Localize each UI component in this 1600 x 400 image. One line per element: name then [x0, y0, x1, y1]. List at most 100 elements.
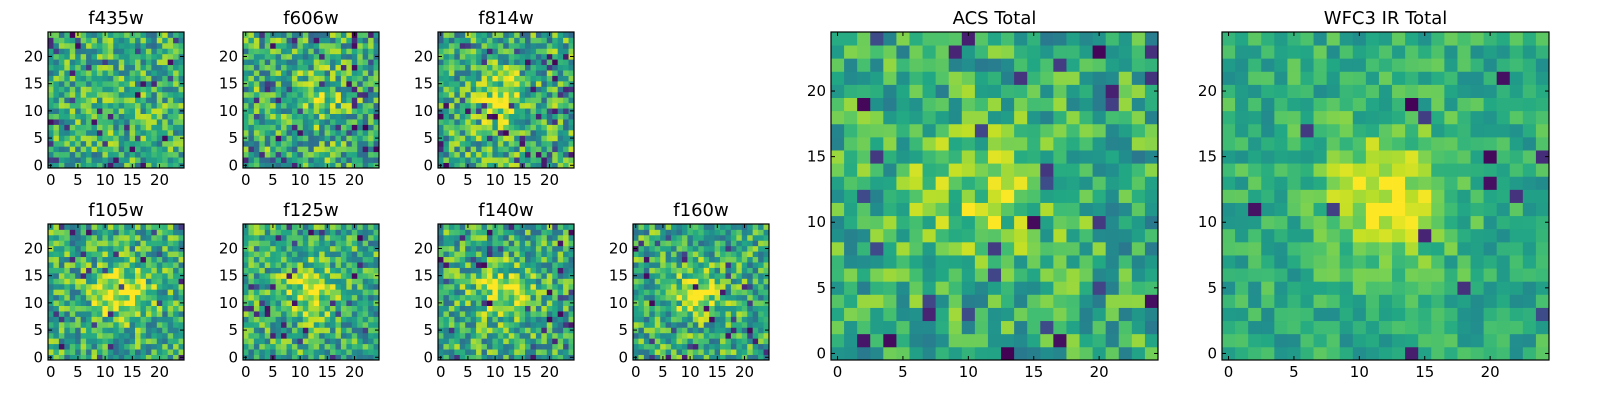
- heatmap-cell: [481, 75, 488, 82]
- heatmap-cell: [330, 262, 336, 268]
- heatmap-cell: [709, 349, 715, 355]
- heatmap-cell: [831, 294, 845, 308]
- heatmap-cell: [535, 108, 542, 114]
- heatmap-cell: [557, 59, 564, 66]
- x-tick-label: 15: [513, 171, 532, 189]
- heatmap-cell: [102, 124, 109, 131]
- heatmap-cell: [330, 300, 336, 306]
- heatmap-cell: [270, 157, 277, 163]
- heatmap-cell: [178, 349, 185, 355]
- heatmap-cell: [302, 80, 309, 87]
- heatmap-cell: [308, 262, 315, 268]
- heatmap-cell: [1092, 346, 1107, 361]
- heatmap-cell: [443, 86, 450, 93]
- heatmap-cell: [687, 343, 694, 350]
- heatmap-cell: [654, 343, 661, 350]
- heatmap-cell: [335, 316, 342, 323]
- heatmap-cell: [145, 349, 152, 355]
- heatmap-cell: [162, 256, 169, 263]
- heatmap-cell: [714, 289, 721, 296]
- heatmap-cell: [514, 300, 520, 306]
- heatmap-cell: [357, 140, 364, 147]
- heatmap-cell: [248, 300, 255, 306]
- heatmap-cell: [454, 151, 461, 158]
- heatmap-cell: [275, 354, 282, 361]
- heatmap-cell: [64, 278, 71, 285]
- heatmap-cell: [633, 234, 639, 241]
- heatmap-cell: [1040, 215, 1054, 230]
- heatmap-cell: [481, 283, 488, 290]
- heatmap-cell: [96, 151, 103, 158]
- heatmap-cell: [508, 321, 515, 328]
- heatmap-cell: [368, 32, 374, 38]
- heatmap-cell: [69, 37, 76, 44]
- heatmap-cell: [330, 37, 336, 44]
- heatmap-cell: [264, 332, 271, 339]
- heatmap-cell: [476, 294, 482, 301]
- heatmap-cell: [319, 102, 325, 109]
- heatmap-cell: [535, 151, 542, 158]
- heatmap-cell: [676, 262, 683, 268]
- heatmap-cell: [476, 300, 482, 306]
- heatmap-cell: [563, 256, 569, 263]
- heatmap-cell: [681, 251, 688, 258]
- heatmap-cell: [275, 108, 282, 114]
- heatmap-cell: [135, 157, 141, 163]
- heatmap-cell: [470, 267, 477, 274]
- heatmap-cell: [297, 59, 304, 66]
- heatmap-cell: [86, 354, 92, 361]
- heatmap-cell: [922, 281, 937, 295]
- heatmap-cell: [687, 300, 694, 306]
- heatmap-cell: [135, 70, 141, 76]
- heatmap-cell: [514, 283, 520, 290]
- heatmap-cell: [248, 42, 255, 49]
- heatmap-cell: [64, 119, 71, 125]
- heatmap-cell: [53, 37, 60, 44]
- heatmap-cell: [508, 162, 515, 169]
- heatmap-cell: [758, 305, 764, 312]
- heatmap-cell: [692, 245, 699, 252]
- heatmap-cell: [75, 64, 82, 71]
- heatmap-cell: [156, 229, 163, 236]
- heatmap-cell: [373, 278, 380, 285]
- heatmap-cell: [346, 349, 353, 355]
- heatmap-cell: [178, 157, 185, 163]
- heatmap-cell: [58, 135, 65, 142]
- heatmap-cell: [91, 140, 98, 147]
- heatmap-cell: [974, 189, 989, 203]
- heatmap-cell: [248, 64, 255, 71]
- heatmap-cell: [80, 48, 87, 55]
- heatmap-cell: [243, 316, 249, 323]
- heatmap-cell: [286, 64, 293, 71]
- heatmap-cell: [519, 338, 526, 345]
- heatmap-cell: [503, 316, 510, 323]
- heatmap-cell: [519, 240, 526, 247]
- heatmap-cell: [357, 272, 364, 279]
- heatmap-cell: [124, 64, 130, 71]
- heatmap-cell: [974, 228, 989, 243]
- heatmap-cell: [465, 42, 472, 49]
- heatmap-cell: [633, 332, 639, 339]
- heatmap-cell: [481, 129, 488, 136]
- heatmap-cell: [167, 97, 174, 104]
- heatmap-cell: [709, 262, 715, 268]
- heatmap-cell: [725, 240, 732, 247]
- heatmap-cell: [145, 113, 152, 120]
- heatmap-cell: [660, 256, 667, 263]
- heatmap-cell: [156, 251, 163, 258]
- heatmap-cell: [80, 349, 87, 355]
- heatmap-cell: [922, 163, 937, 177]
- heatmap-cell: [270, 240, 277, 247]
- heatmap-cell: [357, 64, 364, 71]
- heatmap-cell: [291, 321, 298, 328]
- heatmap-cell: [720, 272, 726, 279]
- heatmap-cell: [1131, 307, 1146, 322]
- heatmap-cell: [156, 278, 163, 285]
- heatmap-cell: [340, 48, 347, 55]
- heatmap-cell: [438, 289, 444, 296]
- y-tick-label: 10: [414, 102, 433, 120]
- heatmap-cell: [330, 135, 336, 142]
- heatmap-cell: [1118, 281, 1133, 295]
- heatmap-cell: [96, 75, 103, 82]
- heatmap-cell: [508, 267, 515, 274]
